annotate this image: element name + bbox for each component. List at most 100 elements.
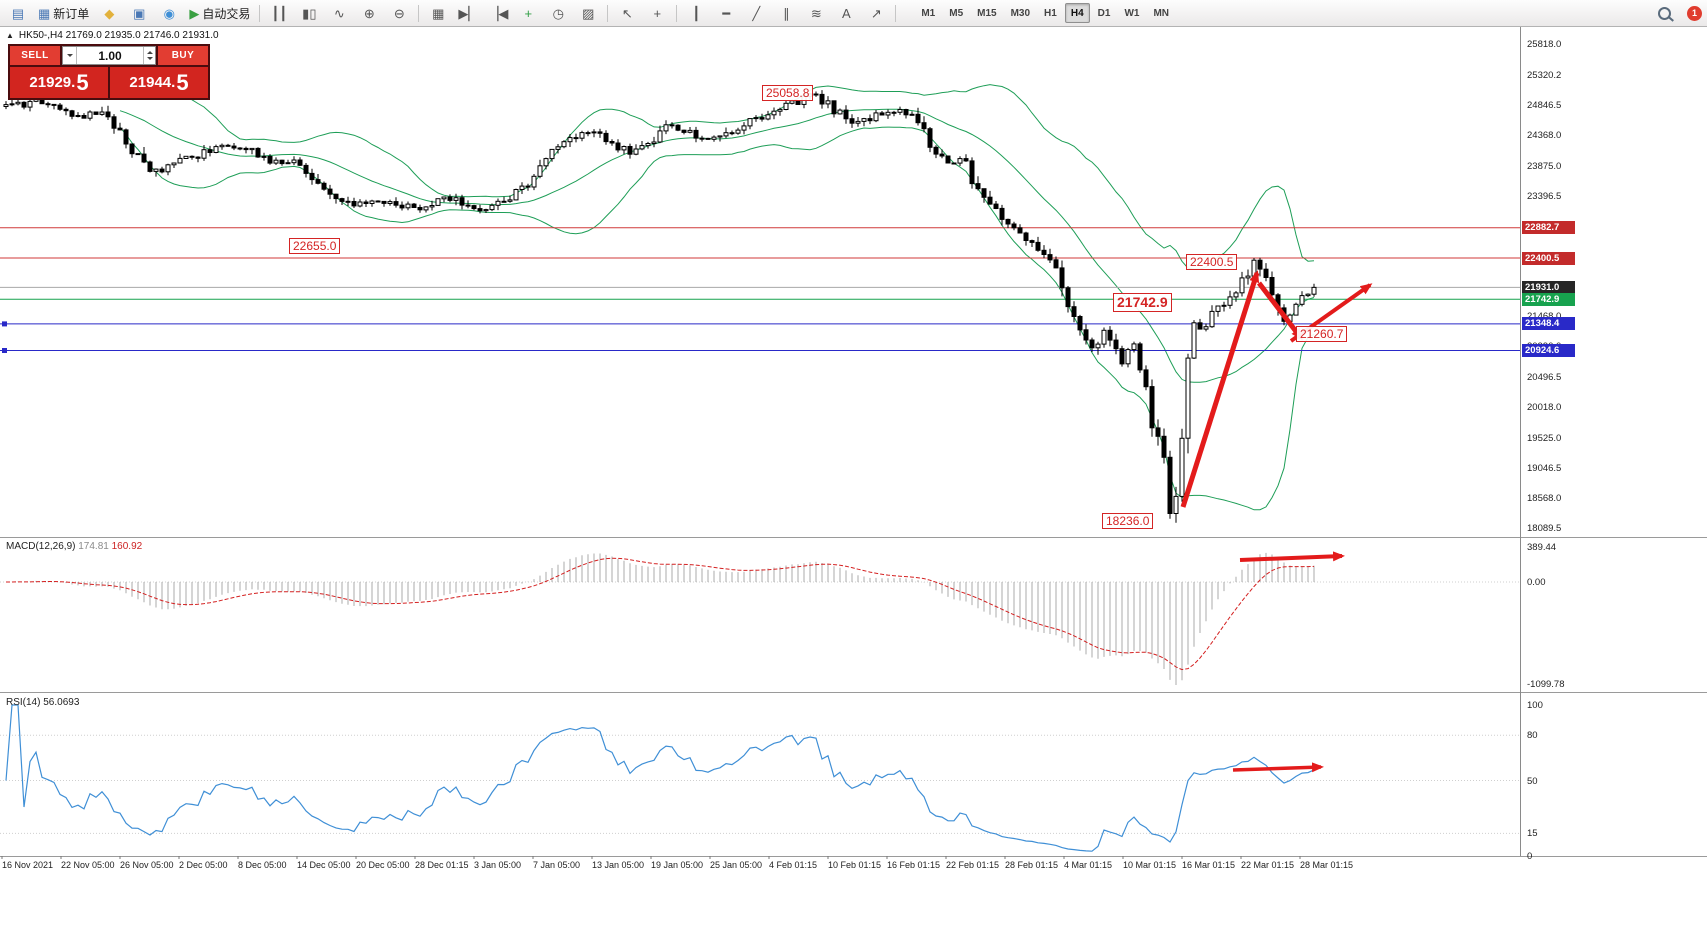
candlestick-chart-button[interactable]: ▮▯ [295, 1, 323, 25]
toolbar-right-group: 1 [1649, 1, 1707, 25]
timeframe-m30[interactable]: M30 [1010, 7, 1031, 19]
crosshair-button[interactable]: + [643, 1, 671, 25]
line-handle[interactable] [2, 348, 7, 353]
templates-button[interactable]: ▨ [574, 1, 602, 25]
text-button[interactable]: A [832, 1, 860, 25]
indicators-button[interactable]: + [514, 1, 542, 25]
sell-button[interactable]: SELL [10, 46, 60, 65]
volume-value: 1.00 [98, 48, 122, 63]
notification-badge[interactable]: 1 [1687, 5, 1702, 21]
arrows-icon: ↗ [870, 5, 882, 21]
tile-windows-icon: ▦ [432, 5, 445, 21]
price-annotation[interactable]: 22655.0 [289, 238, 341, 254]
search-icon [1657, 6, 1671, 20]
chart-window-icon-button[interactable]: ▤ [4, 1, 32, 25]
new-order-button[interactable]: ▦ 新订单 [34, 1, 93, 25]
macd-histogram [11, 552, 1315, 685]
new-order-icon: ▦ [38, 5, 51, 21]
toolbar-separator [895, 4, 897, 22]
channel-icon: ∥ [783, 5, 790, 21]
zoom-out-button[interactable]: ⊖ [385, 1, 413, 25]
volume-down-icon[interactable] [144, 56, 155, 65]
buy-price-display[interactable]: 21944. 5 [110, 67, 208, 98]
periods-button[interactable]: ◷ [544, 1, 572, 25]
zoom-in-button[interactable]: ⊕ [355, 1, 383, 25]
arrows-button[interactable]: ↗ [862, 1, 890, 25]
toolbar-separator [259, 4, 261, 22]
timeframe-h4[interactable]: H4 [1064, 3, 1090, 23]
trend-arrow[interactable] [1239, 551, 1345, 562]
autotrading-button[interactable]: ▶ 自动交易 [185, 1, 254, 25]
autotrading-button-label: 自动交易 [202, 6, 251, 21]
sell-price-big-digit: 5 [76, 69, 89, 95]
metaeditor-button[interactable]: ◆ [95, 1, 123, 25]
cursor-icon: ↖ [621, 5, 633, 21]
collapse-chart-icon[interactable]: ▲ [6, 31, 14, 40]
toolbar-separator [676, 4, 678, 22]
horizontal-line-button[interactable]: ━ [712, 1, 740, 25]
toolbar: ▤ ▦ 新订单 ◆ ▣ ◉ ▶ 自动交易 ┃┃ ▮▯ ∿ ⊕ ⊖ ▦ ▶▏ ▕◀ + ◷ ▨ ↖ + ┃ ━ ╱ ∥ ≋ A ↗ M1… [0, 0, 1707, 27]
macd-value-main: 174.81 [78, 541, 109, 552]
tile-windows-button[interactable]: ▦ [424, 1, 452, 25]
bar-chart-button[interactable]: ┃┃ [265, 1, 293, 25]
line-chart-icon: ∿ [333, 5, 345, 21]
buy-button[interactable]: BUY [158, 46, 208, 65]
line-handle[interactable] [2, 321, 7, 327]
timeframe-m15[interactable]: M15 [977, 7, 997, 19]
volume-up-icon[interactable] [144, 47, 155, 56]
rsi-value: 56.0693 [43, 697, 80, 708]
toolbar-separator [607, 4, 609, 22]
trend-arrow[interactable] [1257, 281, 1303, 341]
volume-input[interactable]: 1.00 [62, 46, 156, 65]
trendline-button[interactable]: ╱ [742, 1, 770, 25]
timeframe-mn[interactable]: MN [1153, 7, 1169, 19]
community-icon: ◉ [163, 5, 175, 21]
vertical-line-icon: ┃ [692, 5, 701, 21]
bar-chart-icon: ┃┃ [271, 5, 288, 21]
rsi-name: RSI(14) [6, 697, 41, 708]
trend-arrow[interactable] [1232, 762, 1324, 773]
timeframe-w1[interactable]: W1 [1124, 7, 1140, 19]
fibonacci-button[interactable]: ≋ [802, 1, 830, 25]
rsi-line [5, 704, 1315, 852]
crosshair-icon: + [653, 5, 662, 21]
buy-price-big-digit: 5 [176, 69, 189, 95]
trend-arrows[interactable] [1180, 270, 1373, 773]
trend-arrow[interactable] [1180, 270, 1260, 508]
price-annotation[interactable]: 21260.7 [1296, 326, 1348, 342]
timeframe-m1[interactable]: M1 [921, 7, 936, 19]
macd-name: MACD(12,26,9) [6, 541, 76, 552]
price-annotation[interactable]: 21742.9 [1113, 293, 1172, 312]
channel-button[interactable]: ∥ [772, 1, 800, 25]
cursor-button[interactable]: ↖ [613, 1, 641, 25]
fibonacci-icon: ≋ [810, 5, 822, 21]
volume-spinner[interactable] [143, 47, 155, 64]
sell-price-display[interactable]: 21929. 5 [10, 67, 108, 98]
timeframe-m5[interactable]: M5 [949, 7, 964, 19]
zoom-out-icon: ⊖ [393, 5, 405, 21]
price-annotation[interactable]: 22400.5 [1186, 254, 1238, 270]
search-button[interactable] [1650, 1, 1678, 25]
auto-scroll-icon: ▶▏ [458, 5, 479, 21]
candles [3, 90, 1317, 523]
community-button[interactable]: ◉ [155, 1, 183, 25]
symbol-ohlc-text: HK50-,H4 21769.0 21935.0 21746.0 21931.0 [18, 30, 219, 41]
trendline-icon: ╱ [752, 5, 761, 21]
price-annotation[interactable]: 25058.8 [762, 85, 814, 101]
price-annotation[interactable]: 18236.0 [1102, 513, 1154, 529]
timeframe-h1[interactable]: H1 [1044, 7, 1057, 19]
metaeditor-icon: ◆ [104, 5, 115, 21]
timeframe-d1[interactable]: D1 [1097, 7, 1111, 19]
auto-scroll-button[interactable]: ▶▏ [454, 1, 482, 25]
volume-dropdown-icon[interactable] [63, 47, 77, 64]
sell-price-main: 21929. [29, 74, 76, 91]
line-chart-button[interactable]: ∿ [325, 1, 353, 25]
toolbar-separator [418, 4, 420, 22]
horizontal-line-icon: ━ [722, 5, 731, 21]
vertical-line-button[interactable]: ┃ [682, 1, 710, 25]
profile-button[interactable]: ▣ [125, 1, 153, 25]
chart-shift-icon: ▕◀ [488, 5, 509, 21]
chart-shift-button[interactable]: ▕◀ [484, 1, 512, 25]
chart-window-icon-icon: ▤ [11, 5, 25, 21]
